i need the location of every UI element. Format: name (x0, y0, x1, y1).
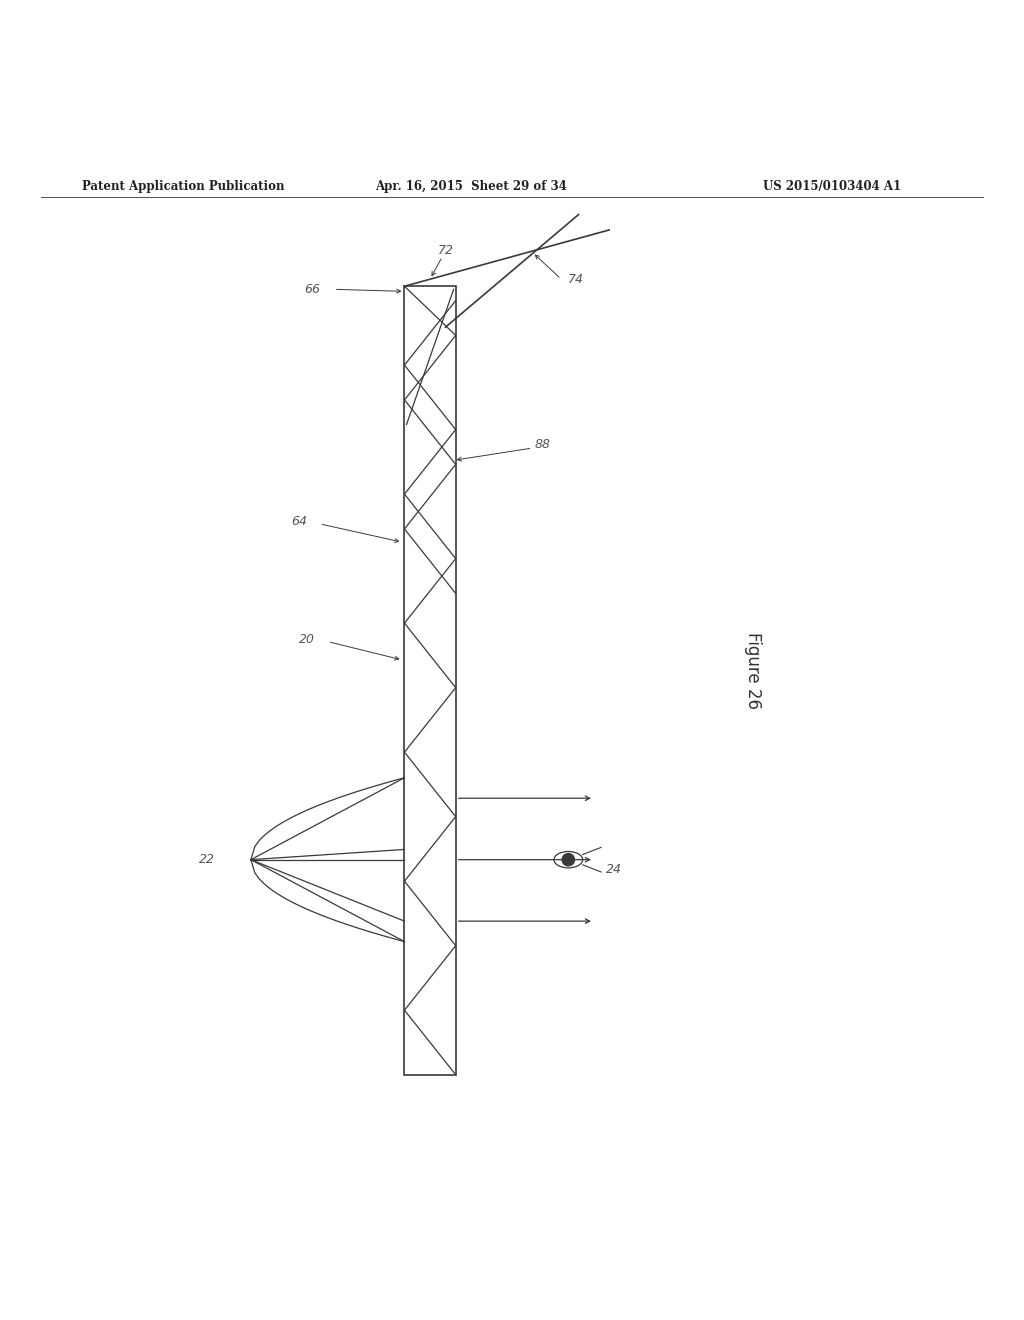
Circle shape (562, 854, 574, 866)
Text: 20: 20 (299, 634, 315, 645)
Text: Figure 26: Figure 26 (743, 632, 762, 709)
Text: Patent Application Publication: Patent Application Publication (82, 181, 285, 194)
Bar (404, 286, 456, 1074)
Text: 64: 64 (291, 515, 307, 528)
Text: 72: 72 (437, 244, 454, 257)
Text: 24: 24 (606, 863, 623, 876)
Text: 88: 88 (535, 438, 551, 451)
Text: Apr. 16, 2015  Sheet 29 of 34: Apr. 16, 2015 Sheet 29 of 34 (375, 181, 567, 194)
Text: US 2015/0103404 A1: US 2015/0103404 A1 (763, 181, 901, 194)
Text: 66: 66 (304, 282, 321, 296)
Text: 74: 74 (567, 272, 584, 285)
Text: 22: 22 (199, 853, 215, 866)
